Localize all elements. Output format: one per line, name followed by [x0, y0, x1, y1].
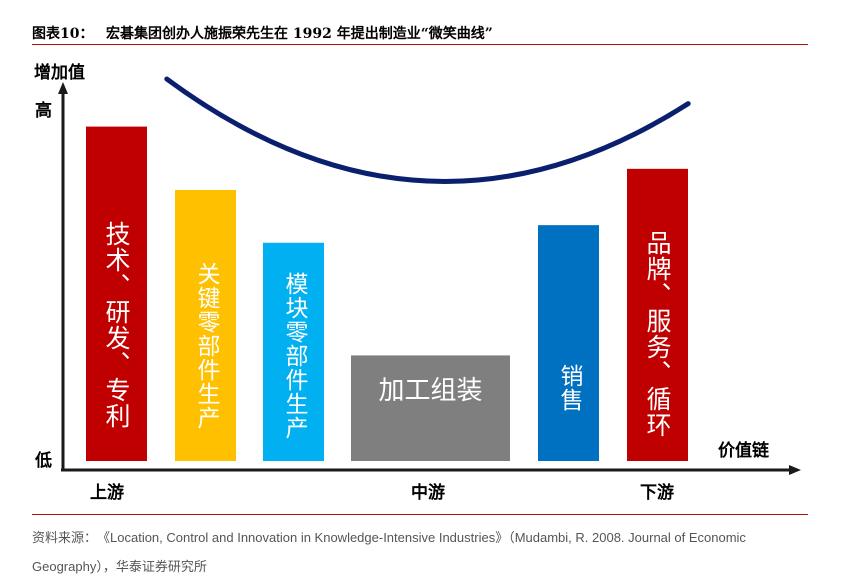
y-high-label: 高: [35, 101, 52, 121]
bar-4: [351, 355, 510, 461]
y-low-label: 低: [35, 451, 52, 471]
source-label: 资料来源：: [32, 531, 98, 546]
bar-label-2: 关键零部件生产: [193, 262, 219, 431]
bar-label-5: 销售: [556, 364, 582, 413]
smile-curve-line: [164, 76, 691, 184]
stage-label-midstream: 中游: [411, 483, 445, 503]
x-axis-label: 价值链: [718, 441, 769, 461]
bar-label-1: 技术、研发、专利: [102, 220, 131, 429]
bar-label-4: 加工组装: [378, 376, 483, 407]
stage-label-upstream: 上游: [90, 483, 124, 503]
y-axis-label: 增加值: [34, 63, 85, 83]
stage-label-downstream: 下游: [640, 483, 674, 503]
bar-5: [538, 225, 599, 461]
bar-6: [627, 168, 688, 461]
bar-3: [263, 242, 324, 461]
bar-1: [86, 126, 147, 461]
figure-label: 图表10：: [32, 26, 94, 42]
bar-label-6: 品牌、服务、循环: [643, 229, 672, 438]
figure-header: 图表10： 宏碁集团创办人施振荣先生在 1992 年提出制造业“微笑曲线”: [32, 22, 808, 45]
figure-title: 宏碁集团创办人施振荣先生在 1992 年提出制造业“微笑曲线”: [106, 26, 493, 42]
source-text: 资料来源：《Location, Control and Innovation i…: [32, 524, 808, 582]
bar-label-3: 模块零部件生产: [281, 271, 307, 440]
source-citation: 《Location, Control and Innovation in Kno…: [32, 530, 746, 574]
source-org: 华泰证券研究所: [115, 560, 207, 575]
source-footer: 资料来源：《Location, Control and Innovation i…: [32, 514, 808, 575]
bar-2: [175, 189, 236, 461]
